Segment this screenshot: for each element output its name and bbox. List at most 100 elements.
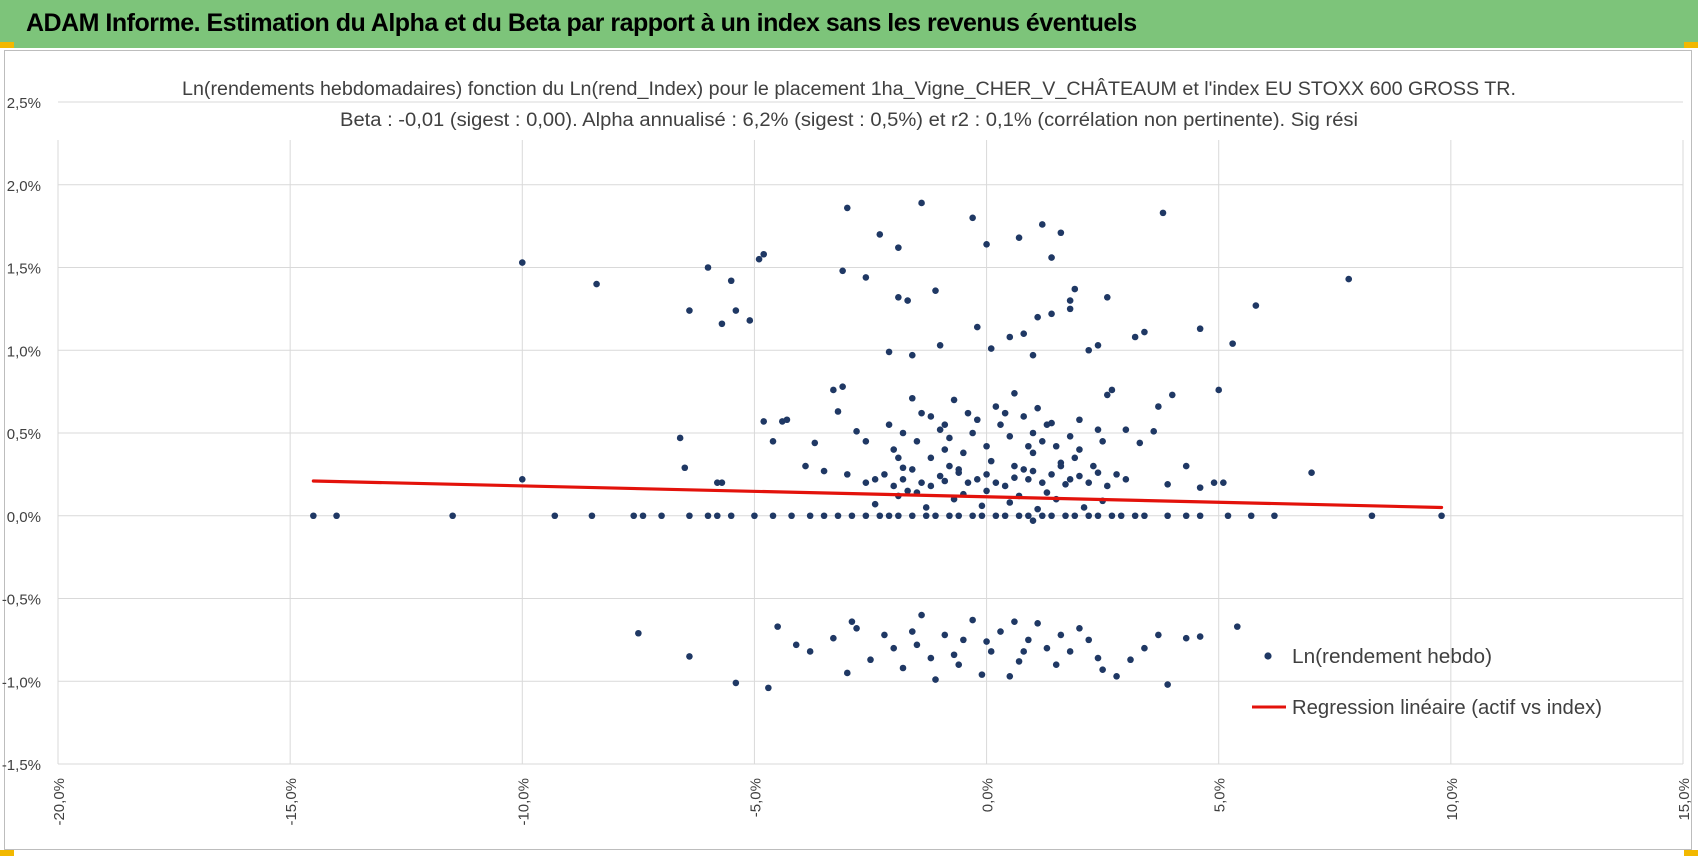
data-point (1215, 386, 1223, 394)
data-point (1038, 221, 1046, 228)
data-point (913, 437, 921, 445)
y-tick-label: -0,5% (2, 592, 41, 609)
data-point (1006, 333, 1014, 341)
data-point (1038, 437, 1046, 445)
data-point (1043, 644, 1051, 652)
data-point (1108, 512, 1116, 520)
data-point (1020, 466, 1028, 473)
data-point (1015, 512, 1023, 520)
data-point (1052, 442, 1060, 450)
data-point (1080, 504, 1088, 511)
data-point (1141, 512, 1148, 520)
data-point (885, 512, 893, 520)
data-point (950, 396, 958, 404)
data-point (983, 442, 990, 450)
data-point (1011, 618, 1018, 625)
data-point (992, 403, 1000, 410)
data-point (978, 512, 986, 520)
x-tick-label: -20,0% (51, 778, 68, 826)
x-tick-label: -15,0% (283, 778, 300, 826)
data-point (978, 671, 986, 678)
data-point (1043, 421, 1051, 429)
data-point (1099, 437, 1106, 445)
data-point (1085, 346, 1093, 354)
data-point (1034, 404, 1041, 412)
data-point (978, 502, 986, 510)
data-point (843, 204, 851, 212)
data-point (1038, 512, 1046, 520)
data-point (1066, 433, 1074, 440)
data-point (881, 631, 888, 639)
data-point (960, 449, 967, 457)
data-point (830, 634, 837, 642)
data-point (1025, 636, 1032, 644)
data-point (593, 280, 600, 288)
y-tick-label: 0,0% (7, 509, 41, 526)
data-point (922, 512, 930, 520)
data-point (718, 320, 726, 328)
data-point (862, 437, 870, 445)
data-point (1029, 449, 1037, 457)
data-point (658, 512, 665, 520)
data-point (843, 471, 851, 478)
data-point (890, 644, 898, 652)
data-point (955, 469, 963, 477)
data-point (983, 471, 990, 478)
data-point (987, 345, 995, 352)
data-point (630, 512, 638, 520)
data-point (1103, 482, 1111, 490)
legend: Ln(rendement hebdo) Regression linéaire … (1252, 646, 1602, 719)
data-point (932, 287, 939, 294)
data-point (449, 512, 456, 520)
data-point (969, 429, 976, 437)
data-point (1103, 391, 1111, 399)
y-tick-label: -1,5% (2, 757, 41, 774)
data-point (1015, 234, 1023, 242)
data-point (973, 416, 981, 424)
data-point (1006, 433, 1014, 440)
y-tick-label: 0,5% (7, 426, 41, 443)
data-point (1006, 499, 1014, 506)
data-point (927, 413, 935, 420)
data-point (1196, 325, 1204, 333)
data-point (876, 512, 884, 520)
data-point (830, 386, 837, 394)
data-point (1182, 512, 1190, 520)
data-point (1034, 505, 1041, 513)
data-point (969, 616, 976, 624)
data-point (1131, 512, 1139, 520)
data-point (913, 641, 921, 649)
data-point (946, 434, 953, 442)
data-point (918, 409, 925, 417)
data-point (792, 641, 800, 649)
data-point (899, 429, 907, 437)
x-tick-label: -10,0% (515, 778, 532, 826)
chart-subtitle: Beta : -0,01 (sigest : 0,00). Alpha annu… (340, 110, 1358, 131)
data-point (1029, 351, 1037, 359)
data-point (1011, 389, 1018, 397)
data-point (681, 464, 689, 472)
data-point (760, 250, 768, 258)
data-point (1048, 254, 1055, 261)
data-point (983, 241, 990, 248)
data-point (686, 307, 693, 314)
data-point (987, 457, 995, 465)
data-point (551, 512, 559, 520)
data-point (941, 421, 949, 429)
data-point (876, 231, 884, 238)
data-point (1103, 293, 1111, 301)
data-point (806, 648, 814, 655)
data-point (908, 351, 916, 359)
data-point (333, 512, 340, 520)
regression-layer (311, 479, 1444, 510)
data-point (1117, 512, 1125, 520)
data-point (848, 618, 856, 625)
data-point (1020, 413, 1028, 420)
data-point (895, 244, 902, 251)
data-point (983, 487, 990, 495)
data-point (1020, 648, 1028, 655)
data-point (1057, 462, 1065, 470)
chart-title-background (172, 72, 1530, 112)
data-point (932, 512, 939, 520)
